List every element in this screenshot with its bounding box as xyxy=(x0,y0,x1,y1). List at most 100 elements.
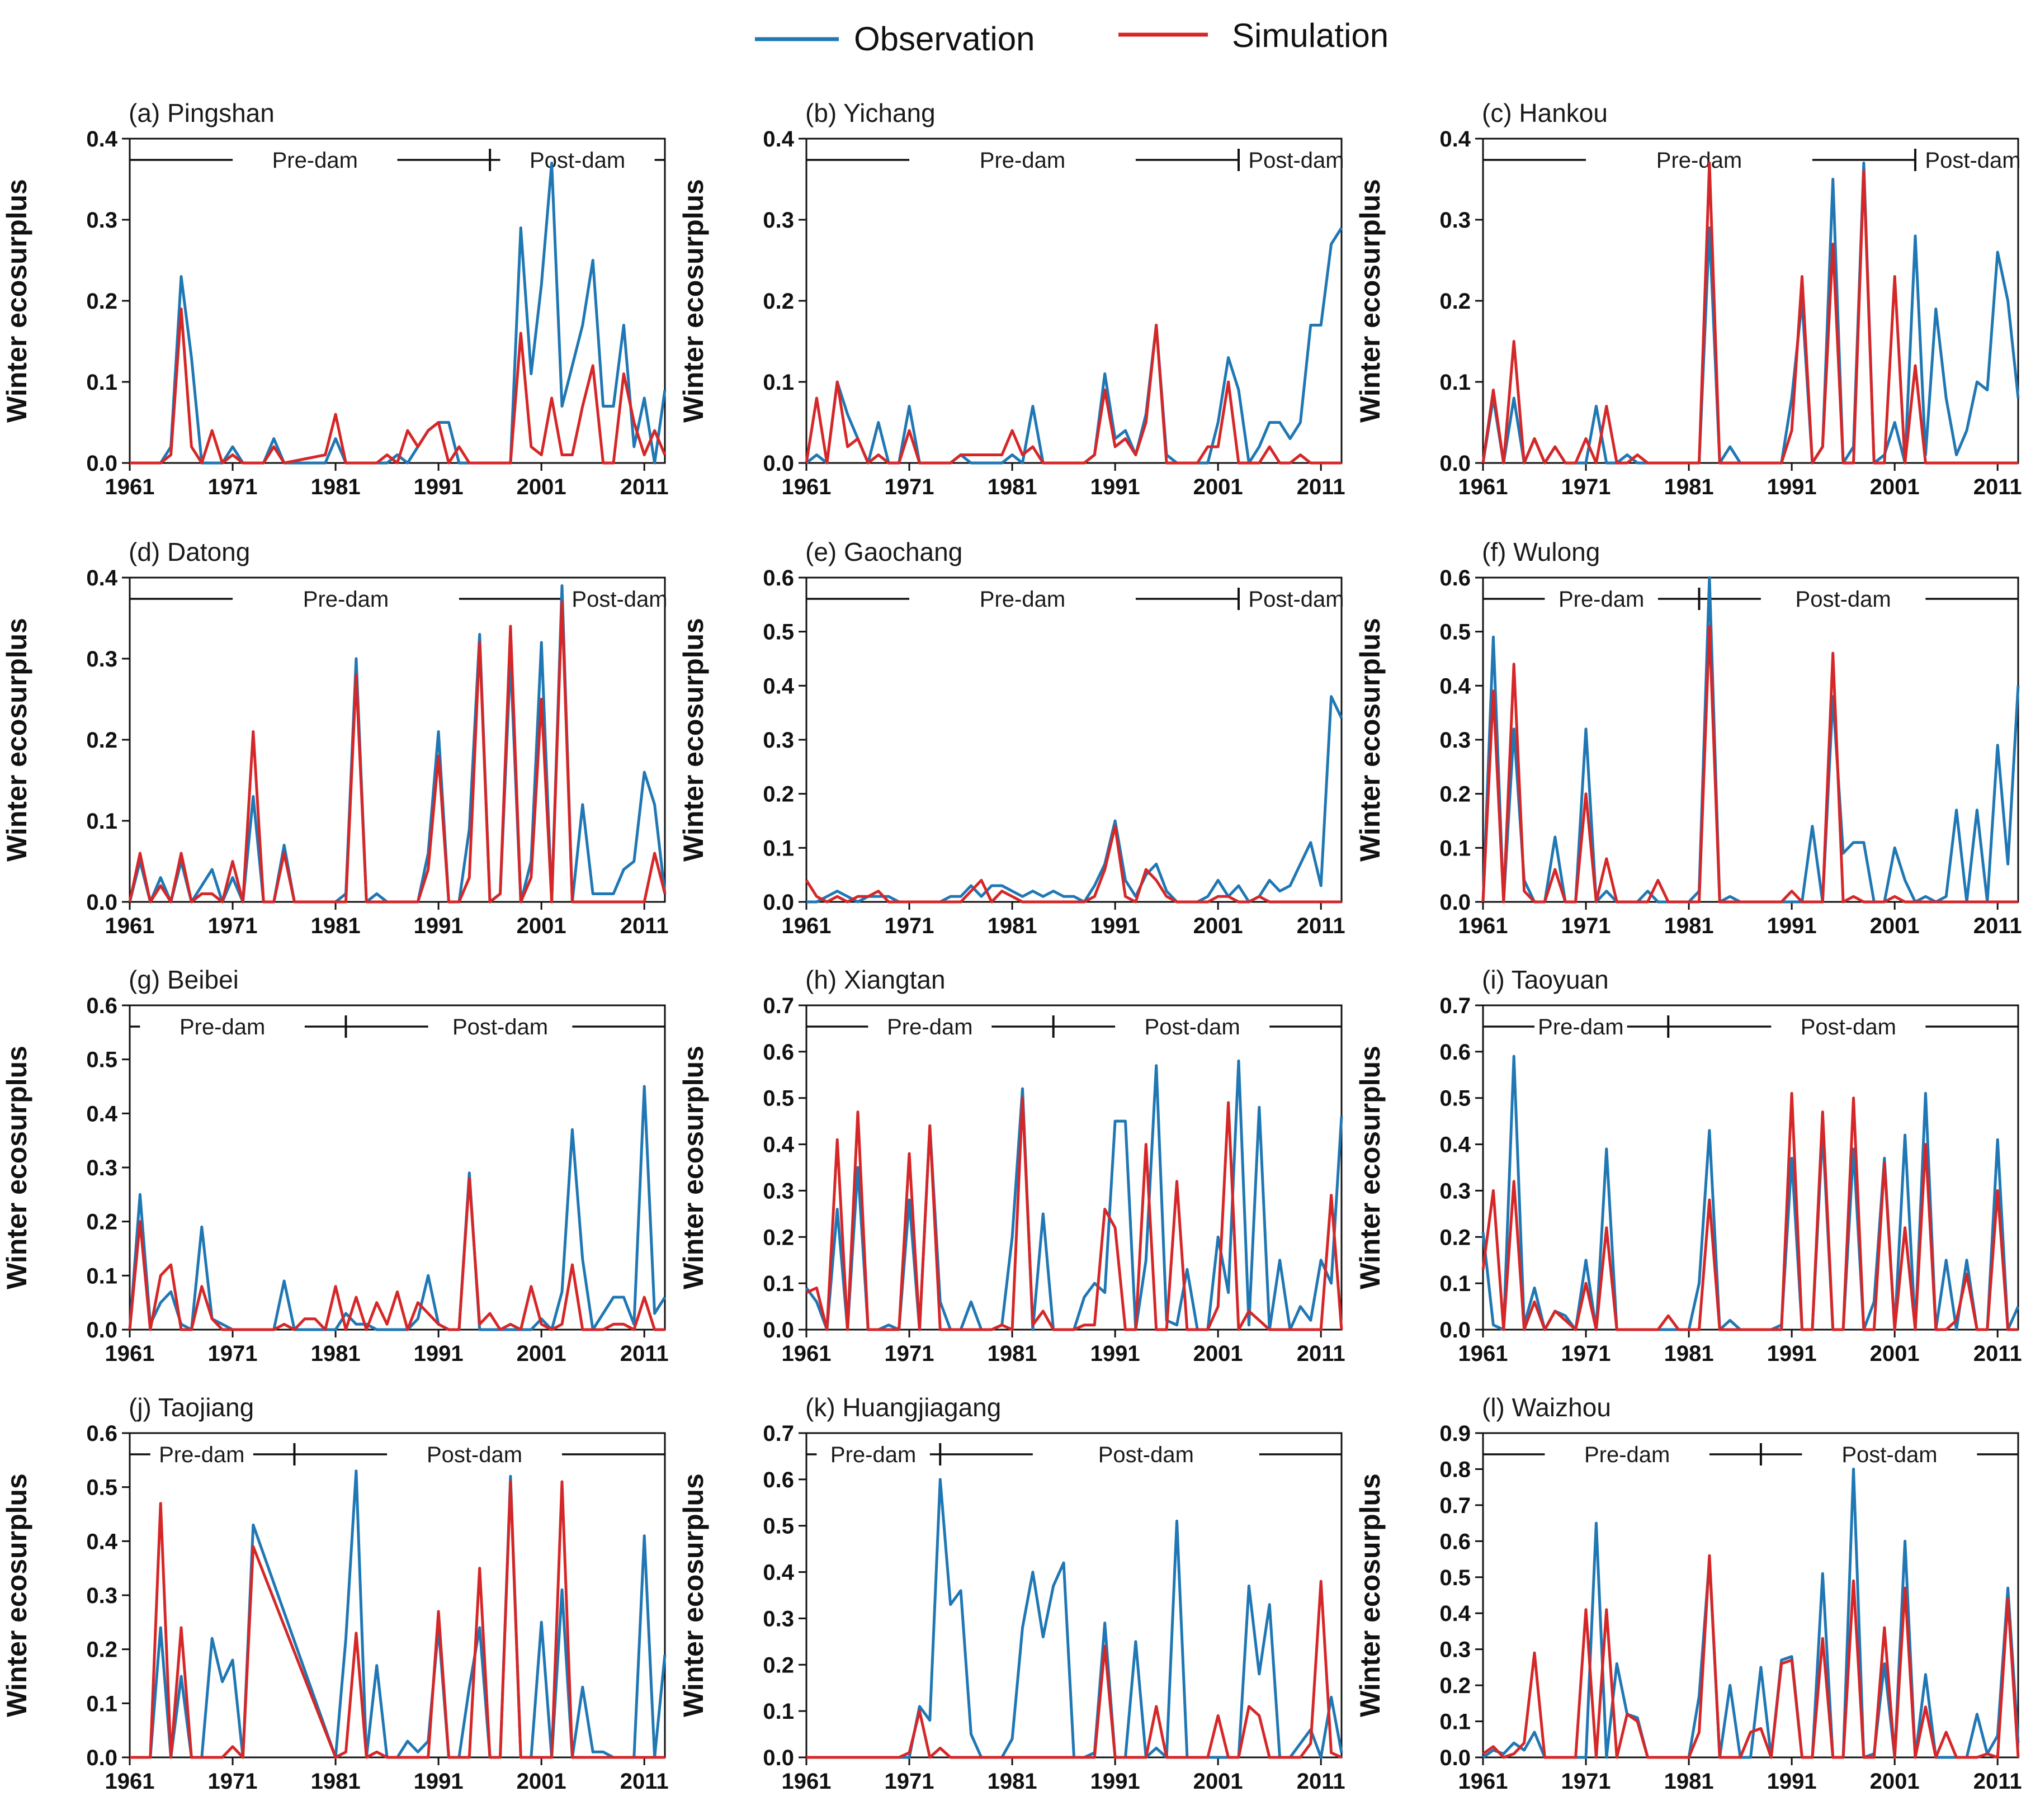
panels: (a) Pingshan Winter ecosurplus 0.0 0.1 0.2 0.… xyxy=(1,98,2022,1794)
panel-1: (a) Pingshan Winter ecosurplus 0.0 0.1 0.2 0.… xyxy=(1,98,669,499)
x-tick-label: 2011 xyxy=(620,1769,669,1794)
x-tick-label: 1971 xyxy=(885,1341,934,1366)
x-tick-label: 2011 xyxy=(1297,475,1345,499)
series-line-observation xyxy=(130,162,667,465)
x-tick-label: 1981 xyxy=(988,475,1037,499)
x-tick-label: 2011 xyxy=(620,1341,669,1366)
panel-10: (j) Taojiang Winter ecosurplus 0.0 0.1 0.2 0.… xyxy=(1,1393,669,1794)
series-line-simulation xyxy=(130,1480,665,1759)
x-tick-label: 1991 xyxy=(414,1769,464,1794)
y-tick-label: 0.0 xyxy=(1439,890,1471,915)
x-tick-label: 2011 xyxy=(1973,475,2022,499)
x-tick-label: 1971 xyxy=(1561,1769,1611,1794)
series-line-observation xyxy=(128,584,667,904)
series-line-simulation xyxy=(805,825,1342,904)
x-tick-label: 1981 xyxy=(311,1341,361,1366)
series-line-observation xyxy=(1482,1467,2020,1759)
pre-dam-label: Pre-dam xyxy=(980,587,1065,612)
plot-frame xyxy=(1482,576,2019,903)
series-line-observation xyxy=(805,227,1343,465)
x-tick-label: 1981 xyxy=(311,1769,361,1794)
x-tick-label: 1971 xyxy=(1561,914,1611,938)
x-tick-label: 1971 xyxy=(885,1769,934,1794)
plot-frame xyxy=(1482,1004,2019,1331)
panel-8: (h) Xiangtan Winter ecosurplus 0.0 0.1 0.2 0.… xyxy=(678,965,1345,1366)
y-axis-label: Winter ecosurplus xyxy=(678,618,709,862)
y-tick-label: 0.3 xyxy=(763,1179,794,1203)
y-tick-label: 0.2 xyxy=(86,289,117,314)
x-tick-label: 1961 xyxy=(1458,914,1508,938)
series-line-simulation xyxy=(128,601,667,904)
y-tick-label: 0.5 xyxy=(86,1476,117,1500)
post-dam-label: Post-dam xyxy=(1801,1015,1896,1039)
plot-frame xyxy=(129,576,666,903)
panel-title: (b) Yichang xyxy=(805,98,936,127)
x-tick-label: 1971 xyxy=(208,914,258,938)
y-tick-label: 0.9 xyxy=(1439,1421,1471,1446)
y-tick-label: 0.6 xyxy=(763,566,794,590)
y-tick-label: 0.3 xyxy=(763,208,794,233)
panel-6: (f) Wulong Winter ecosurplus 0.0 0.1 0.2 0.3 0… xyxy=(1354,537,2022,938)
y-tick-label: 0.1 xyxy=(763,1271,794,1296)
y-tick-label: 0.5 xyxy=(1439,1086,1471,1111)
x-tick-label: 1981 xyxy=(311,914,361,938)
y-tick-label: 0.3 xyxy=(1439,208,1471,233)
x-tick-label: 1991 xyxy=(414,475,464,499)
x-tick-label: 1971 xyxy=(1561,1341,1611,1366)
y-tick-label: 0.3 xyxy=(1439,728,1471,753)
series-line-observation xyxy=(805,1059,1343,1331)
legend-observation-label: Observation xyxy=(854,20,1035,58)
y-tick-label: 0.1 xyxy=(86,1691,117,1716)
y-tick-label: 0.4 xyxy=(86,566,117,590)
y-tick-label: 0.1 xyxy=(1439,1271,1471,1296)
y-tick-label: 0.1 xyxy=(763,370,794,395)
post-dam-label: Post-dam xyxy=(1248,587,1344,612)
panel-title: (f) Wulong xyxy=(1482,537,1600,566)
x-tick-label: 1961 xyxy=(782,1341,832,1366)
y-tick-label: 0.1 xyxy=(763,836,794,861)
x-tick-label: 1991 xyxy=(414,1341,464,1366)
x-tick-label: 2001 xyxy=(517,914,566,938)
pre-dam-label: Pre-dam xyxy=(980,148,1065,173)
panel-title: (l) Waizhou xyxy=(1482,1393,1611,1422)
panel-title: (e) Gaochang xyxy=(805,537,962,566)
series-line-simulation xyxy=(1481,1091,2018,1331)
y-tick-label: 0.2 xyxy=(763,782,794,807)
y-tick-label: 0.2 xyxy=(86,1638,117,1662)
x-tick-label: 1971 xyxy=(208,475,258,499)
x-tick-label: 2001 xyxy=(517,1769,566,1794)
pre-dam-label: Pre-dam xyxy=(1559,587,1644,612)
pre-dam-label: Pre-dam xyxy=(180,1015,265,1039)
x-tick-label: 2001 xyxy=(517,1341,566,1366)
x-tick-label: 1961 xyxy=(1458,1769,1508,1794)
panel-title: (j) Taojiang xyxy=(129,1393,254,1422)
x-tick-label: 2001 xyxy=(1870,1341,1920,1366)
y-tick-label: 0.2 xyxy=(1439,1674,1471,1698)
series-line-observation xyxy=(1481,1055,2020,1331)
post-dam-label: Post-dam xyxy=(1796,587,1891,612)
y-axis-label: Winter ecosurplus xyxy=(678,1046,709,1289)
y-tick-label: 0.4 xyxy=(763,1561,794,1585)
panel-title: (i) Taoyuan xyxy=(1482,965,1609,994)
x-tick-label: 2001 xyxy=(1870,914,1920,938)
x-tick-label: 1981 xyxy=(1664,914,1714,938)
y-tick-label: 0.0 xyxy=(86,1746,117,1770)
y-tick-label: 0.2 xyxy=(1439,289,1471,314)
x-tick-label: 1971 xyxy=(885,475,934,499)
y-axis-label: Winter ecosurplus xyxy=(1354,179,1386,423)
x-tick-label: 2001 xyxy=(1870,475,1920,499)
pre-dam-label: Pre-dam xyxy=(159,1443,244,1467)
plot-frame xyxy=(805,138,1343,464)
y-tick-label: 0.3 xyxy=(86,1583,117,1608)
y-tick-label: 0.6 xyxy=(1439,1529,1471,1554)
y-tick-label: 0.2 xyxy=(1439,1225,1471,1250)
y-tick-label: 0.6 xyxy=(1439,566,1471,590)
pre-dam-label: Pre-dam xyxy=(887,1015,972,1039)
series-line-simulation xyxy=(130,308,667,465)
pre-dam-label: Pre-dam xyxy=(830,1443,916,1467)
x-tick-label: 1961 xyxy=(782,914,832,938)
y-tick-label: 0.0 xyxy=(763,1318,794,1342)
x-tick-label: 1961 xyxy=(105,475,155,499)
y-tick-label: 0.1 xyxy=(86,370,117,395)
y-tick-label: 0.1 xyxy=(86,809,117,834)
